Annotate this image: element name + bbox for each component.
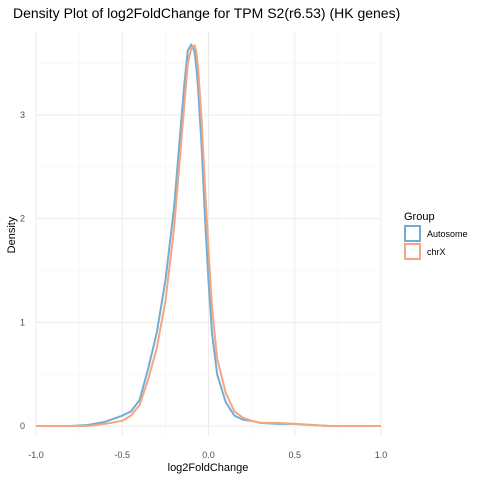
legend-key-autosome	[404, 225, 421, 242]
x-axis-ticks: -1.0 -0.5 0.0 0.5 1.0	[28, 450, 387, 460]
legend-label: Autosome	[427, 229, 468, 239]
y-axis-ticks: 0 1 2 3	[20, 110, 25, 431]
x-tick-label: 0.0	[202, 450, 215, 460]
x-tick-label: -0.5	[114, 450, 130, 460]
legend-key-chrx	[404, 243, 421, 260]
x-tick-label: 1.0	[375, 450, 388, 460]
y-tick-label: 2	[20, 214, 25, 224]
x-axis-label: log2FoldChange	[168, 462, 249, 474]
chart-title: Density Plot of log2FoldChange for TPM S…	[13, 5, 400, 21]
legend: Group Autosome chrX	[404, 211, 468, 260]
y-tick-label: 1	[20, 317, 25, 327]
legend-items: Autosome chrX	[404, 225, 468, 260]
x-tick-label: 0.5	[288, 450, 301, 460]
density-line-chrx	[36, 44, 381, 427]
y-tick-label: 0	[20, 421, 25, 431]
y-axis-label: Density	[6, 216, 18, 253]
y-tick-label: 3	[20, 110, 25, 120]
legend-label: chrX	[427, 247, 446, 257]
x-tick-label: -1.0	[28, 450, 44, 460]
legend-title: Group	[404, 211, 435, 223]
series-layer	[36, 43, 381, 427]
